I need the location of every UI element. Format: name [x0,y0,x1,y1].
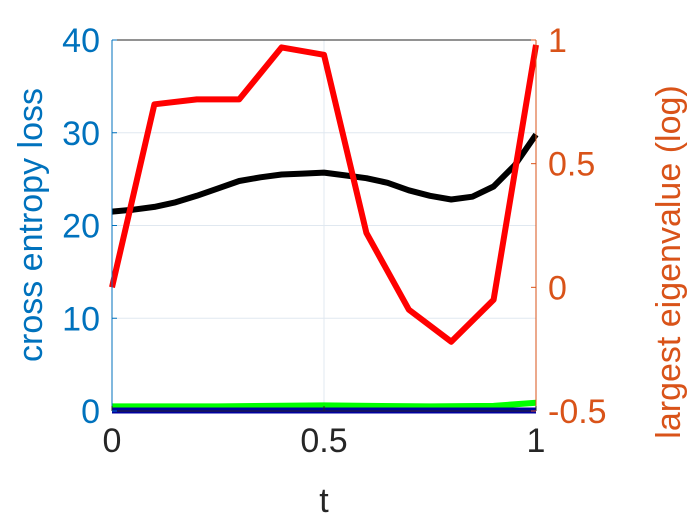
y-left-tick-label-4: 40 [62,22,100,60]
y-right-axis-label: largest eigenvalue (log) [650,85,688,438]
y-left-tick-label-2: 20 [62,208,100,246]
y-right-tick-label-0: -0.5 [548,393,607,431]
y-left-tick-label-3: 30 [62,115,100,153]
y-right-tick-label-2: 0.5 [548,146,595,184]
x-axis-label: t [319,482,329,520]
y-right-tick-label-1: 0 [548,269,567,307]
y-left-tick-label-1: 10 [62,300,100,338]
y-right-tick-label-3: 1 [548,22,567,60]
x-tick-label-2: 1 [527,422,546,460]
x-tick-label-1: 0.5 [300,422,347,460]
series-line-3 [109,44,539,345]
y-left-axis-label: cross entropy loss [12,88,50,362]
series-line-1 [112,399,537,410]
series-line-0 [111,132,539,215]
y-left-tick-label-0: 0 [81,393,100,431]
x-tick-label-0: 0 [103,422,122,460]
